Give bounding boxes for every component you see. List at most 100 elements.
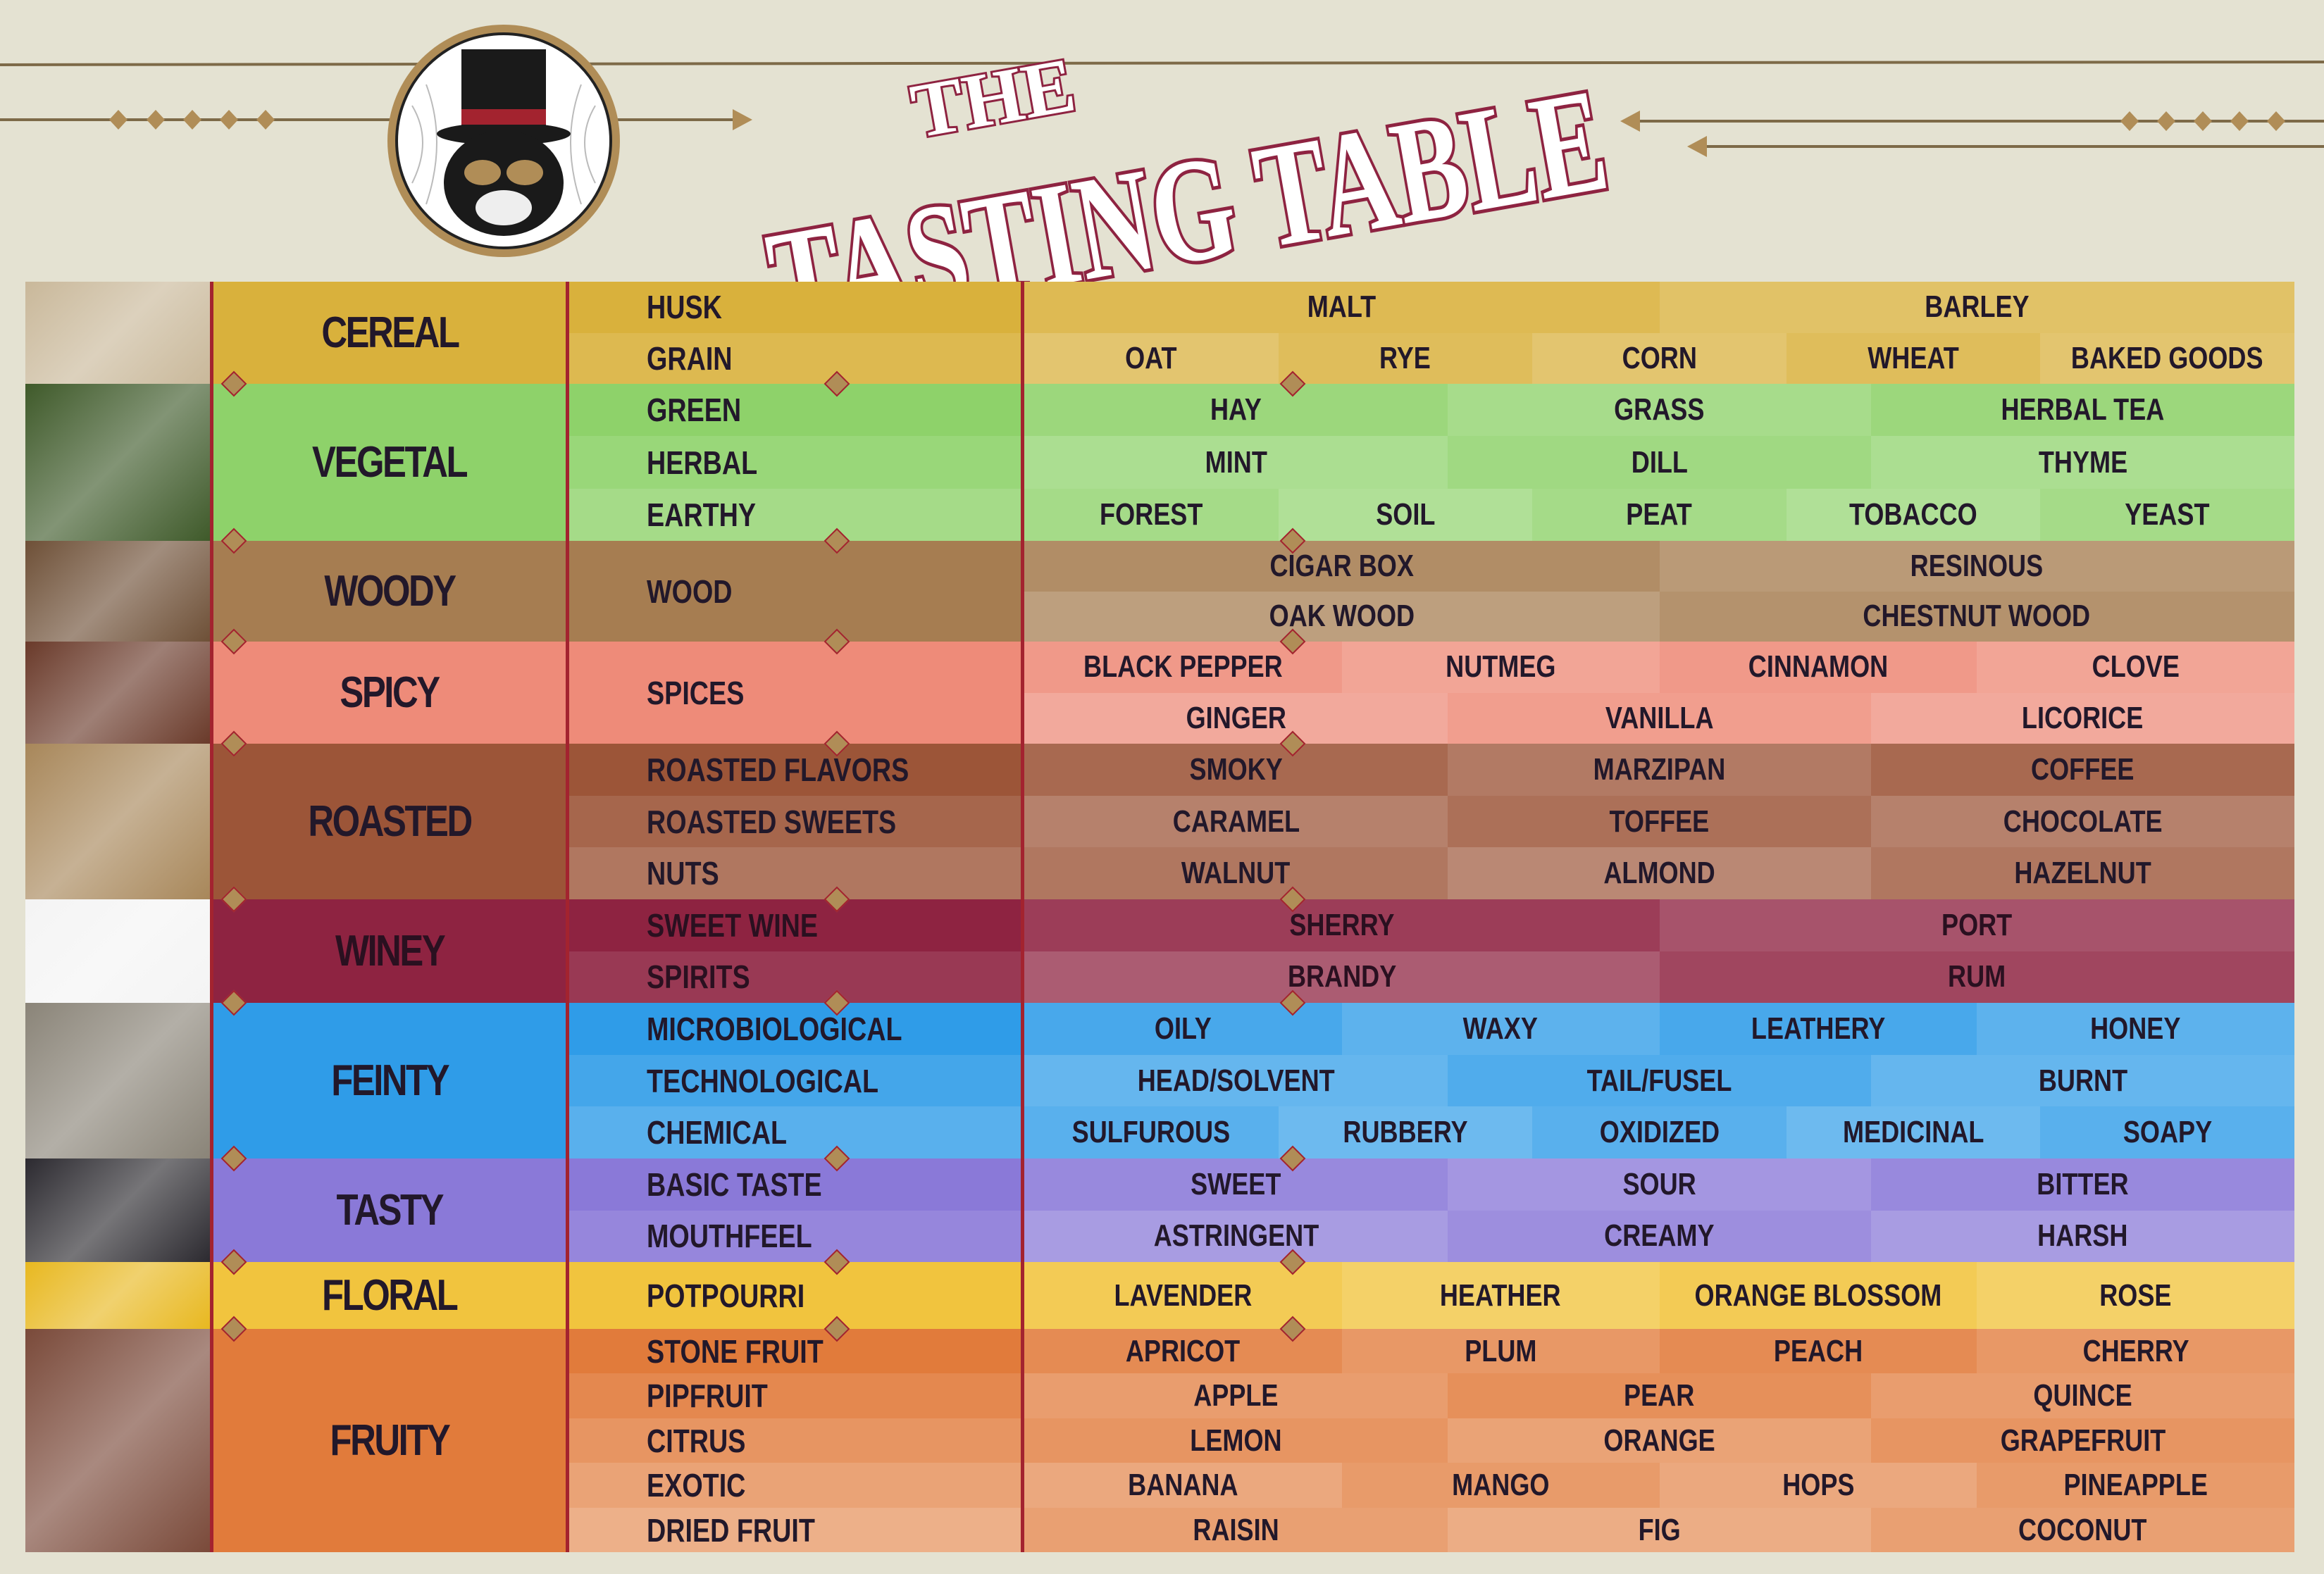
category-name: WINEY [335, 927, 446, 976]
flavor-name: RUM [1948, 959, 2006, 994]
flavor-row: SULFUROUS RUBBERY OXIDIZED MEDICINAL SOAPY [1024, 1106, 2294, 1159]
flavor-raisin: RAISIN [1024, 1507, 1448, 1553]
category-photo [25, 899, 210, 1004]
flavor-wheat: WHEAT [1786, 332, 2041, 385]
flavor-row: BANANA MANGO HOPS PINEAPPLE [1024, 1463, 2294, 1508]
subcategory-technological: TECHNOLOGICAL [569, 1054, 1021, 1107]
flavor-name: TOBACCO [1849, 496, 1977, 532]
flavor-row: HEAD/SOLVENT TAIL/FUSEL BURNT [1024, 1054, 2294, 1107]
flavor-peach: PEACH [1659, 1328, 1977, 1374]
subcategory-nuts: NUTS [569, 847, 1021, 900]
subcategory-spices: SPICES [569, 642, 1021, 744]
flavor-pear: PEAR [1448, 1373, 1871, 1418]
flavor-name: DILL [1631, 444, 1688, 480]
flavor-creamy: CREAMY [1448, 1210, 1871, 1263]
flavor-name: MINT [1205, 444, 1267, 480]
flavor-name: WAXY [1462, 1011, 1539, 1047]
category-woody: WOODY WOOD CIGAR BOX RESINOUS OAK WOOD CHESTN… [25, 527, 2294, 642]
flavor-cinnamon: CINNAMON [1659, 642, 1977, 693]
subcategory-name: STONE FRUIT [647, 1332, 824, 1370]
flavor-waxy: WAXY [1341, 1003, 1660, 1055]
flavor-baked-goods: BAKED GOODS [2040, 332, 2294, 385]
subcategory-name: CITRUS [647, 1422, 746, 1459]
category-tasty: TASTY BASIC TASTE MOUTHFEEL SWEET SOUR BITTER… [25, 1145, 2294, 1263]
flavor-name: HARSH [2037, 1218, 2128, 1254]
flavor-row: SWEET SOUR BITTER [1024, 1158, 2294, 1211]
flavor-oak-wood: OAK WOOD [1024, 591, 1660, 642]
subcategory-name: MOUTHFEEL [647, 1218, 812, 1255]
category-spicy: SPICY SPICES BLACK PEPPER NUTMEG CINNAMON CLO… [25, 628, 2294, 744]
flavor-name: WALNUT [1181, 856, 1291, 891]
category-label: FEINTY [210, 1003, 569, 1159]
flavor-tobacco: TOBACCO [1786, 488, 2041, 542]
flavor-name: CINNAMON [1748, 649, 1889, 685]
subcategory-basic-taste: BASIC TASTE [569, 1158, 1021, 1211]
flavor-name: BRANDY [1287, 959, 1396, 994]
subcategory-name: TECHNOLOGICAL [647, 1062, 878, 1099]
flavor-row: OAK WOOD CHESTNUT WOOD [1024, 591, 2294, 642]
flavor-head-solvent: HEAD/SOLVENT [1024, 1054, 1448, 1107]
flavor-coconut: COCONUT [1871, 1507, 2294, 1553]
flavor-name: CIGAR BOX [1269, 548, 1414, 583]
flavor-quince: QUINCE [1871, 1373, 2294, 1418]
flavor-row: HAY GRASS HERBAL TEA [1024, 384, 2294, 437]
category-label: VEGETAL [210, 384, 569, 542]
flavor-vanilla: VANILLA [1448, 692, 1871, 744]
flavor-name: LEMON [1190, 1423, 1282, 1458]
flavor-malt: MALT [1024, 282, 1660, 333]
flavor-name: MANGO [1451, 1468, 1550, 1503]
subcategory-name: EXOTIC [647, 1467, 746, 1504]
category-label: WOODY [210, 541, 569, 642]
flavor-name: MEDICINAL [1842, 1115, 1984, 1150]
subcategory-exotic: EXOTIC [569, 1463, 1021, 1508]
subcategory-name: GREEN [647, 392, 742, 429]
category-photo [25, 1262, 210, 1329]
flavor-name: BANANA [1128, 1468, 1238, 1503]
flavor-pineapple: PINEAPPLE [1977, 1463, 2294, 1508]
flavor-harsh: HARSH [1871, 1210, 2294, 1263]
flavor-name: GRASS [1614, 392, 1705, 427]
flavor-tail-fusel: TAIL/FUSEL [1448, 1054, 1871, 1107]
flavor-smoky: SMOKY [1024, 744, 1448, 796]
category-photo [25, 384, 210, 542]
flavor-row: BRANDY RUM [1024, 951, 2294, 1004]
flavor-name: CHESTNUT WOOD [1863, 599, 2091, 634]
flavor-name: HAY [1210, 392, 1262, 427]
subcategory-name: PIPFRUIT [647, 1378, 768, 1415]
flavor-port: PORT [1659, 899, 2294, 951]
subcategory-green: GREEN [569, 384, 1021, 437]
flavor-name: HONEY [2090, 1011, 2181, 1047]
flavor-name: GRAPEFRUIT [2000, 1423, 2165, 1458]
flavor-sweet: SWEET [1024, 1158, 1448, 1211]
header-decoration [0, 61, 2324, 157]
subcategory-name: BASIC TASTE [647, 1166, 822, 1203]
flavor-row: APPLE PEAR QUINCE [1024, 1373, 2294, 1418]
flavor-name: TOFFEE [1609, 804, 1710, 839]
subcategory-citrus: CITRUS [569, 1418, 1021, 1463]
flavor-brandy: BRANDY [1024, 951, 1660, 1004]
flavor-grass: GRASS [1448, 384, 1871, 437]
flavor-caramel: CARAMEL [1024, 795, 1448, 848]
flavor-astringent: ASTRINGENT [1024, 1210, 1448, 1263]
category-name: WOODY [324, 567, 456, 616]
category-name: TASTY [336, 1186, 445, 1235]
flavor-name: ROSE [2099, 1278, 2172, 1313]
subcategory-name: SWEET WINE [647, 906, 819, 944]
flavor-name: SHERRY [1289, 907, 1395, 942]
flavor-sherry: SHERRY [1024, 899, 1660, 951]
flavor-name: SOUR [1622, 1166, 1696, 1201]
flavor-name: ORANGE BLOSSOM [1694, 1278, 1942, 1313]
flavor-name: VANILLA [1605, 700, 1714, 735]
category-label: FLORAL [210, 1262, 569, 1329]
category-photo [25, 1003, 210, 1159]
flavor-name: OAT [1125, 340, 1178, 375]
subcategory-name: ROASTED SWEETS [647, 803, 897, 840]
subcategory-grain: GRAIN [569, 332, 1021, 385]
flavor-name: SWEET [1191, 1166, 1281, 1201]
category-name: FRUITY [330, 1416, 451, 1466]
flavor-name: HOPS [1782, 1468, 1854, 1503]
page-title: THE TASTING TABLE [754, 39, 1622, 303]
category-label: FRUITY [210, 1328, 569, 1553]
flavor-rye: RYE [1278, 332, 1533, 385]
category-cereal: CEREAL HUSK GRAIN MALT BARLEY OAT RYE CORN WHEAT… [25, 282, 2294, 385]
